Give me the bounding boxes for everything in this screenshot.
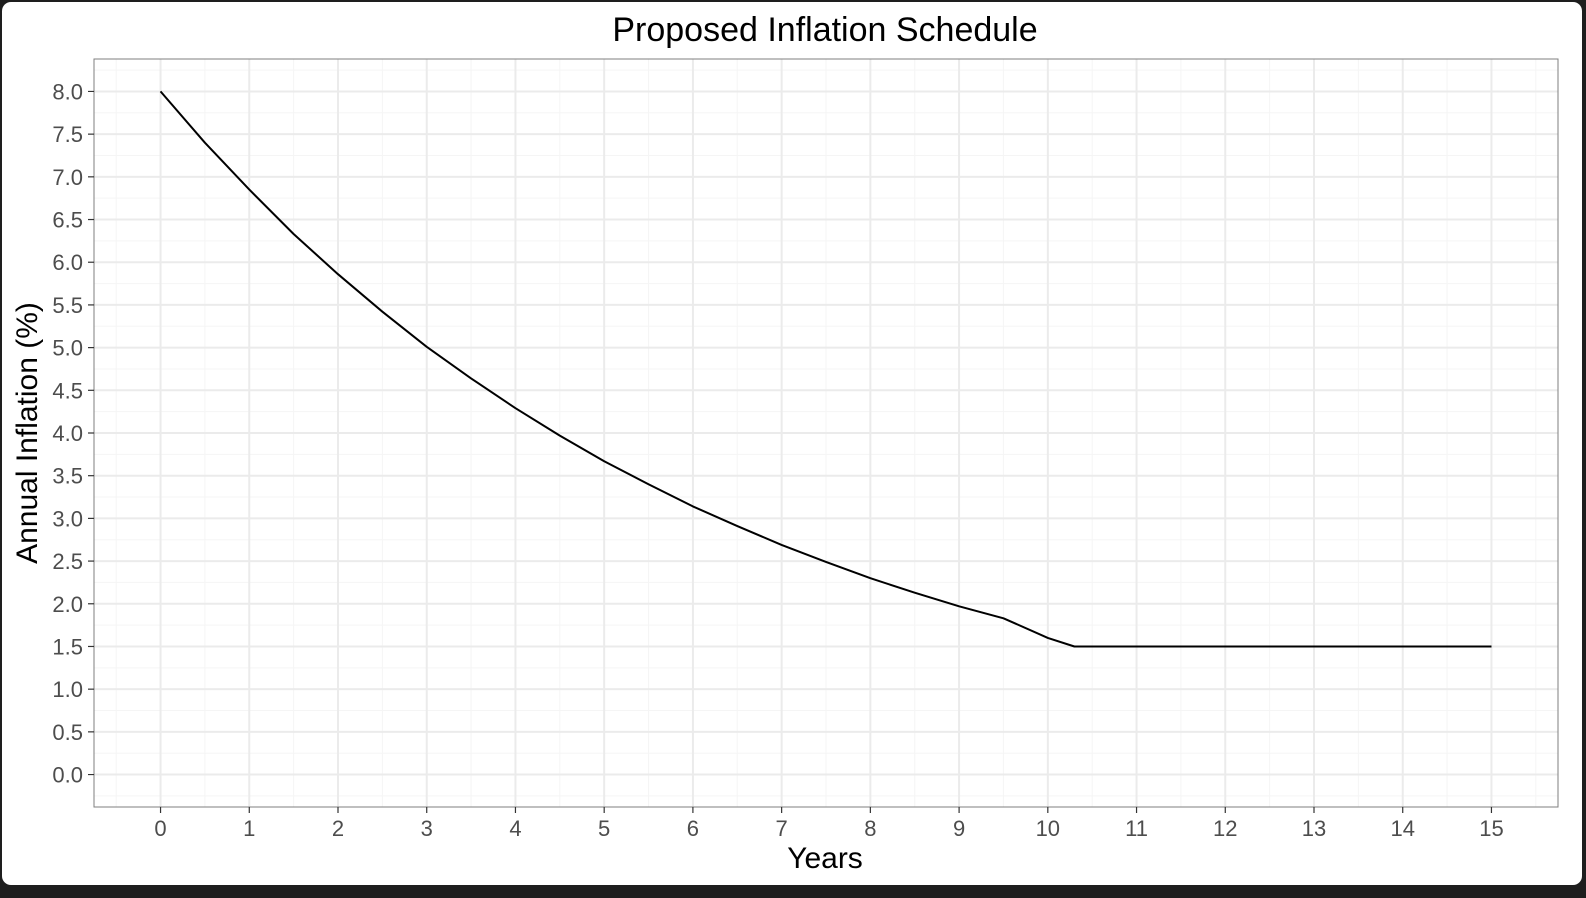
- y-tick-label: 3.5: [52, 464, 83, 489]
- y-tick-label: 2.5: [52, 549, 83, 574]
- y-tick-label: 3.0: [52, 506, 83, 531]
- y-axis: 0.0 0.5 1.0 1.5 2.0 2.5 3.0 3.5 4.0 4.5 5.0 5.5 6.0 6…: [52, 79, 94, 788]
- line-chart: Proposed Inflation Schedule 0 1 2 3 4 5 6 7 8 9 10…: [11, 11, 1559, 875]
- series-line-0: [159, 90, 1492, 648]
- y-tick-label: 2.0: [52, 592, 83, 617]
- x-tick-label: 3: [421, 816, 433, 841]
- x-axis-title: Years: [787, 842, 863, 875]
- y-tick-label: 7.0: [52, 165, 83, 190]
- y-tick-label: 6.5: [52, 208, 83, 233]
- x-tick-label: 10: [1036, 816, 1060, 841]
- chart-title: Proposed Inflation Schedule: [612, 11, 1037, 49]
- y-tick-label: 0.0: [52, 763, 83, 788]
- y-tick-label: 5.5: [52, 293, 83, 318]
- x-tick-label: 13: [1302, 816, 1326, 841]
- major-gridlines: [94, 59, 1558, 807]
- y-tick-label: 7.5: [52, 122, 83, 147]
- x-tick-label: 8: [864, 816, 876, 841]
- x-tick-label: 7: [776, 816, 788, 841]
- x-tick-label: 4: [509, 816, 521, 841]
- x-tick-label: 6: [687, 816, 699, 841]
- y-tick-label: 5.0: [52, 336, 83, 361]
- chart-frame: Proposed Inflation Schedule 0 1 2 3 4 5 6 7 8 9 10…: [2, 2, 1582, 885]
- x-tick-label: 2: [332, 816, 344, 841]
- y-tick-label: 1.5: [52, 634, 83, 659]
- y-tick-label: 4.0: [52, 421, 83, 446]
- x-tick-label: 12: [1213, 816, 1237, 841]
- x-tick-label: 0: [154, 816, 166, 841]
- y-tick-label: 1.0: [52, 677, 83, 702]
- y-axis-title: Annual Inflation (%): [11, 302, 44, 564]
- x-axis: 0 1 2 3 4 5 6 7 8 9 10 11 12 13 14 15: [154, 807, 1504, 841]
- x-tick-label: 15: [1479, 816, 1503, 841]
- x-tick-label: 11: [1125, 816, 1148, 841]
- x-tick-label: 5: [598, 816, 610, 841]
- series-layer: [159, 90, 1492, 648]
- x-tick-label: 1: [243, 816, 255, 841]
- y-tick-label: 0.5: [52, 720, 83, 745]
- y-tick-label: 4.5: [52, 378, 83, 403]
- y-tick-label: 8.0: [52, 79, 83, 104]
- y-tick-label: 6.0: [52, 250, 83, 275]
- x-tick-label: 14: [1390, 816, 1414, 841]
- x-tick-label: 9: [953, 816, 965, 841]
